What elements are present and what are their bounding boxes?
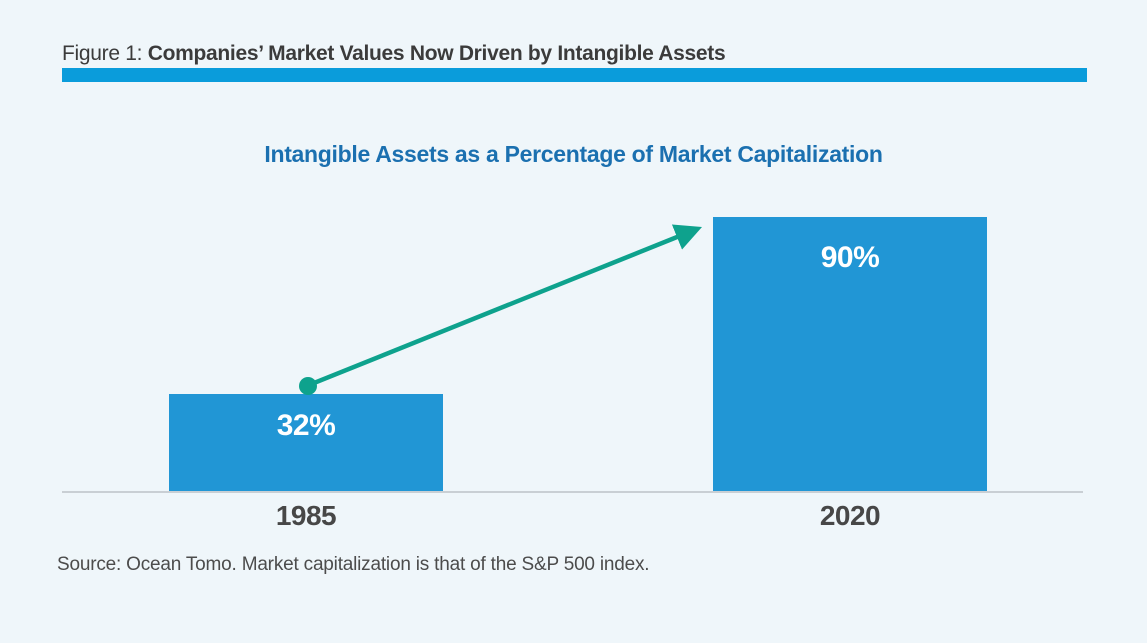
- x-tick-1985: 1985: [275, 500, 337, 531]
- figure-header: Figure 1: Companies’ Market Values Now D…: [62, 42, 726, 66]
- bar-value-label-2020: 90%: [820, 241, 880, 274]
- figure-number-label: Figure 1:: [62, 42, 143, 65]
- x-tick-2020: 2020: [819, 500, 881, 531]
- bar-value-label-1985: 32%: [276, 409, 336, 442]
- x-axis-line: [62, 491, 1083, 493]
- figure-title: Companies’ Market Values Now Driven by I…: [147, 42, 726, 65]
- title-rule-bar: [62, 68, 1087, 82]
- source-note: Source: Ocean Tomo. Market capitalizatio…: [57, 554, 650, 575]
- bar-1985: 32%: [169, 394, 443, 491]
- chart-title: Intangible Assets as a Percentage of Mar…: [264, 141, 883, 167]
- bar-2020: 90%: [713, 217, 987, 491]
